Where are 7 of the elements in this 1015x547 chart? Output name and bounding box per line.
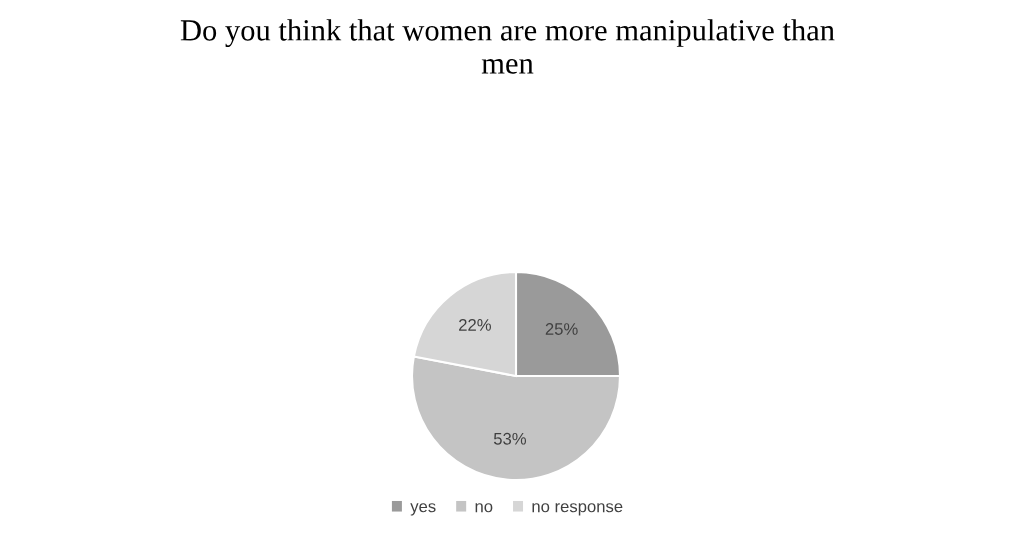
chart-title: Do you think that women are more manipulative than men: [180, 19, 835, 74]
data-label: 53%: [493, 432, 527, 445]
legend-label: no response: [532, 503, 623, 516]
legend-label: yes: [410, 503, 436, 516]
data-label: 22%: [459, 318, 491, 331]
legend-label: no: [475, 503, 493, 513]
data-label: 25%: [545, 323, 578, 335]
